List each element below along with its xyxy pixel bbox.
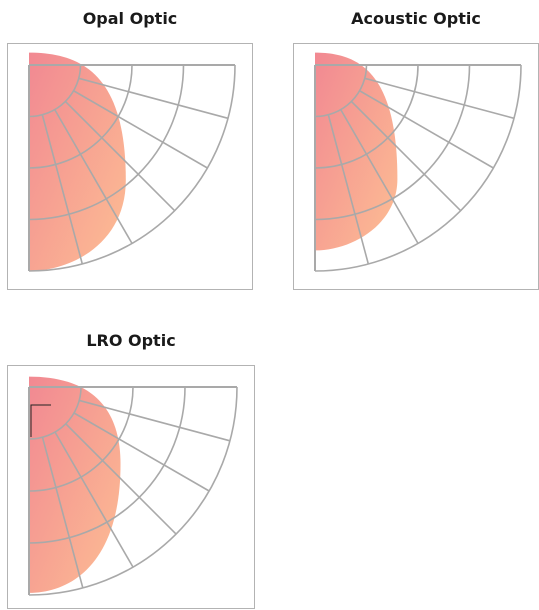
diagram-panel-lro: LRO Optic [7,322,255,609]
polar-light-distribution-chart [28,52,236,272]
polar-diagram-frame [7,365,255,609]
polar-grid-radial [41,437,84,589]
polar-grid-radial [73,412,210,492]
polar-grid-radial [54,431,134,568]
light-distribution-lobe [29,52,126,271]
polar-grid-radial [340,109,419,244]
polar-grid-radial [78,77,229,120]
polar-grid-arc [314,64,368,118]
polar-diagram-frame [7,43,253,290]
diagram-panel-acoustic: Acoustic Optic [293,0,539,290]
light-distribution-lobe [315,52,398,251]
polar-grid-radial [54,109,133,244]
polar-grid-radial [73,90,208,169]
polar-grid-radial [327,114,370,265]
polar-light-distribution-chart [314,52,522,272]
polar-grid-radial [364,77,515,120]
polar-grid-radial [64,100,176,212]
diagram-title: LRO Optic [86,331,176,350]
polar-light-distribution-chart [28,376,238,596]
diagram-panel-opal: Opal Optic [7,0,253,290]
polar-grid-radial [359,90,494,169]
polar-grid-radial [350,100,462,212]
diagram-title: Opal Optic [82,9,178,28]
polar-grid-radial [41,114,84,265]
light-distribution-lobe [29,376,121,593]
bracket-marker [30,404,51,437]
diagram-title: Acoustic Optic [351,9,481,28]
polar-grid-radial [65,423,177,535]
polar-diagram-frame [293,43,539,290]
polar-grid-radial [79,399,231,442]
